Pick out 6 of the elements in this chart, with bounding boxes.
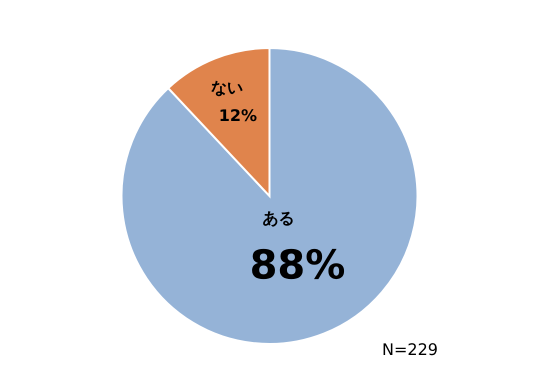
slice-label: ない xyxy=(210,78,243,98)
text: N=229 xyxy=(382,340,438,359)
slice-label: ある xyxy=(262,208,294,228)
data-label: 88% xyxy=(250,242,346,289)
data-label: 12% xyxy=(218,106,257,126)
pie-slice xyxy=(120,47,418,345)
